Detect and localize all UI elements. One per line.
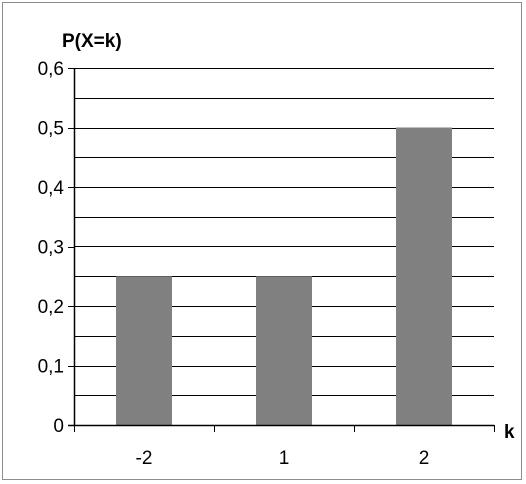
axes bbox=[68, 68, 495, 432]
y-tick-label: 0,1 bbox=[38, 357, 64, 378]
y-tick-label: 0,5 bbox=[38, 119, 64, 140]
y-tick-label: 0 bbox=[53, 416, 64, 437]
y-tick-label: 0,2 bbox=[38, 297, 64, 318]
x-tick-labels: -2 1 2 bbox=[136, 448, 430, 469]
y-tick-labels: 0 0,1 0,2 0,3 0,4 0,5 0,6 bbox=[38, 59, 65, 437]
bars bbox=[116, 127, 452, 425]
x-tick-label: -2 bbox=[136, 448, 153, 469]
bar bbox=[396, 127, 452, 425]
bar bbox=[116, 276, 172, 425]
y-tick-label: 0,4 bbox=[38, 178, 65, 199]
y-tick-label: 0,6 bbox=[38, 59, 64, 80]
y-axis-title: P(X=k) bbox=[62, 31, 122, 52]
x-axis-title: k bbox=[504, 422, 515, 443]
x-tick-label: 1 bbox=[279, 448, 290, 469]
x-tick-label: 2 bbox=[419, 448, 430, 469]
bar bbox=[256, 276, 312, 425]
y-tick-label: 0,3 bbox=[38, 238, 64, 259]
